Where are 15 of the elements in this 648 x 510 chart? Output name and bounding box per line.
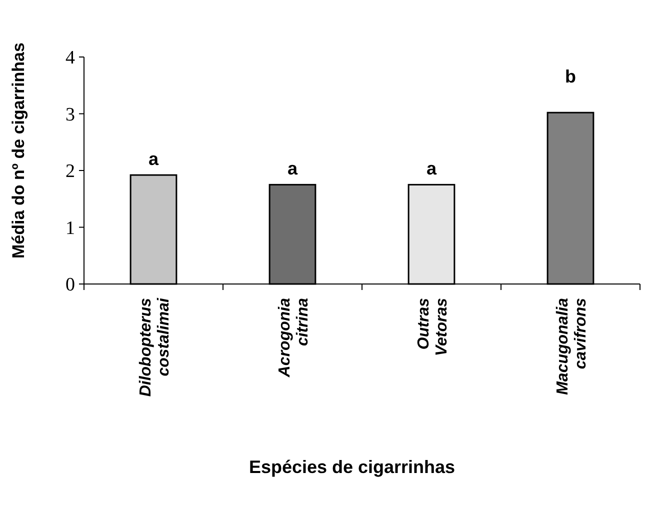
y-tick-label: 1 [66,218,75,239]
annotation: a [426,158,438,179]
y-axis-title: Média do nº de cigarrinhas [9,42,28,258]
y-tick-label: 4 [66,48,76,69]
annotation: a [148,149,160,170]
y-tick-label: 0 [66,274,75,296]
annotation: b [565,66,576,87]
x-tick-label: Acrogonia citrina [276,298,312,378]
y-tick-label: 2 [66,161,75,182]
x-axis-title: Espécies de cigarrinhas [248,457,456,477]
x-tick-label: Macugonalia cavifrons [554,298,590,395]
annotation: a [287,158,298,179]
y-tick-label: 3 [66,104,75,126]
x-tick-label: Outras Vetoras [416,298,450,356]
x-tick-label: Dilobopterus costalimai [138,297,172,397]
